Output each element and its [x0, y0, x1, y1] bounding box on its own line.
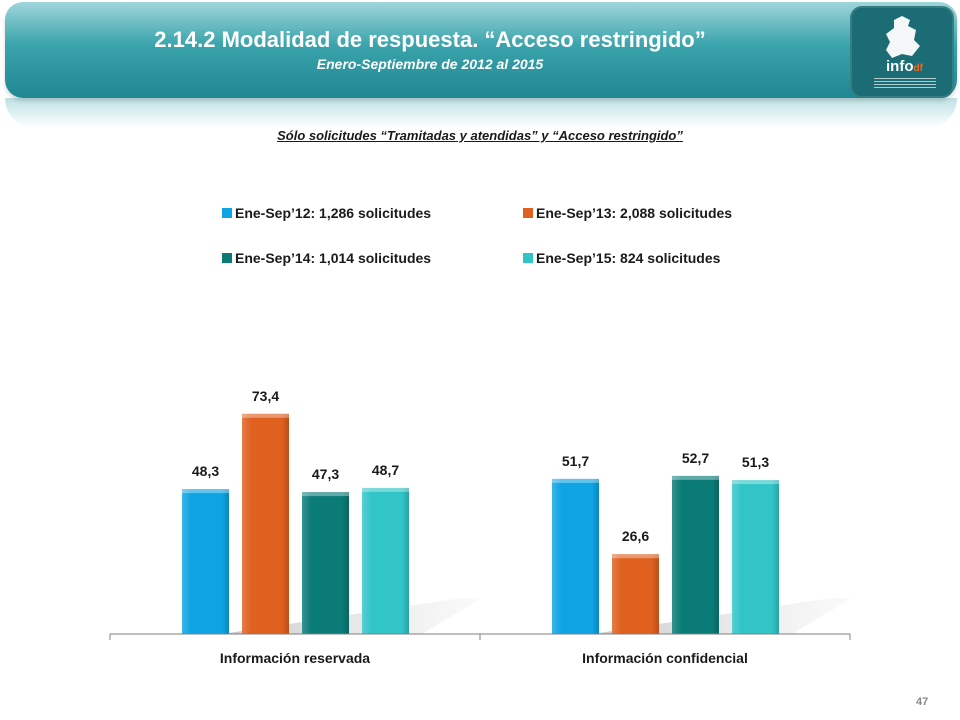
page-subtitle: Enero-Septiembre de 2012 al 2015 [316, 56, 544, 72]
bar-top-bevel [302, 492, 349, 497]
legend-swatch [523, 208, 533, 218]
x-tick-label: Información confidencial [582, 650, 748, 666]
data-label: 51,7 [562, 453, 589, 469]
chart-subtitle: Sólo solicitudes “Tramitadas y atendidas… [277, 128, 683, 143]
infodf-logo: infodf [850, 6, 954, 98]
bar-top-bevel [672, 475, 719, 480]
logo-fine-print [874, 78, 936, 90]
logo-wordmark: infodf [886, 58, 923, 75]
bar-top-bevel [182, 489, 229, 494]
bar-top-bevel [242, 413, 289, 418]
bar-top-bevel [612, 554, 659, 559]
data-label: 73,4 [252, 388, 279, 404]
data-label: 47,3 [312, 466, 339, 482]
legend-swatch [222, 208, 232, 218]
page-number: 47 [916, 696, 929, 708]
legend-swatch [523, 253, 533, 263]
bar-top-bevel [732, 480, 779, 485]
data-label: 26,6 [622, 528, 649, 544]
page-title: 2.14.2 Modalidad de respuesta. “Acceso r… [154, 27, 706, 52]
legend-label: Ene-Sep’12: 1,286 solicitudes [235, 205, 432, 221]
legend-label: Ene-Sep’13: 2,088 solicitudes [536, 205, 733, 221]
bar-sheen [732, 480, 779, 634]
bar-sheen [552, 478, 599, 634]
bar-top-bevel [362, 487, 409, 492]
data-label: 51,3 [742, 454, 769, 470]
bar-sheen [182, 489, 229, 634]
bar-sheen [672, 475, 719, 634]
legend-swatch [222, 253, 232, 263]
header-shadow [5, 98, 957, 128]
data-label: 52,7 [682, 450, 709, 466]
bar-sheen [612, 554, 659, 634]
data-label: 48,3 [192, 463, 219, 479]
bar-sheen [362, 487, 409, 634]
data-label: 48,7 [372, 462, 399, 478]
header-banner [5, 2, 957, 98]
bar-sheen [242, 413, 289, 634]
city-map-icon [886, 16, 920, 58]
legend-label: Ene-Sep’14: 1,014 solicitudes [235, 250, 432, 266]
x-tick-label: Información reservada [220, 650, 370, 666]
legend-label: Ene-Sep’15: 824 solicitudes [536, 250, 721, 266]
bar-sheen [302, 492, 349, 634]
bar-top-bevel [552, 478, 599, 483]
